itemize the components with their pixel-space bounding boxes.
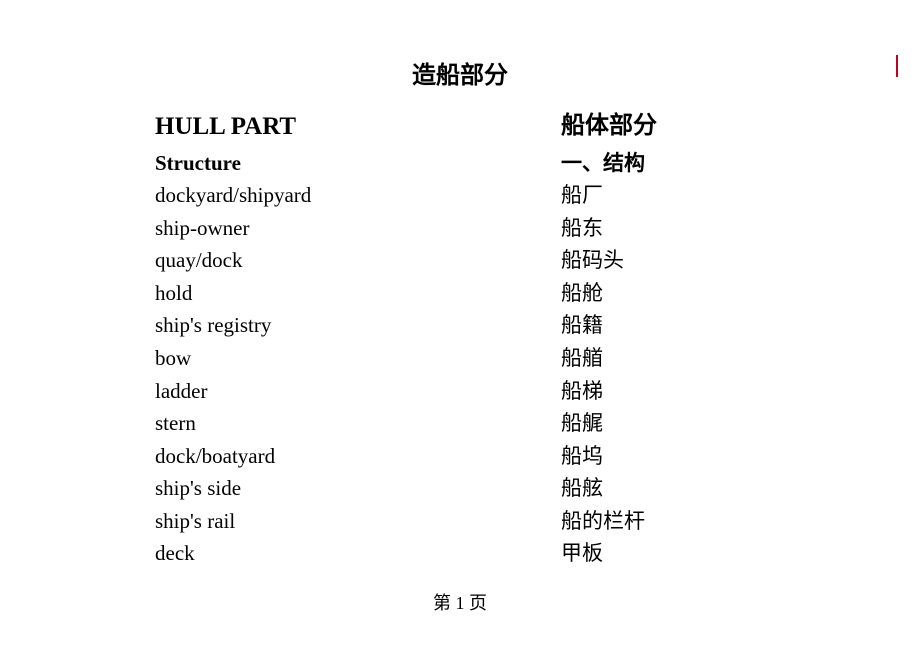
- page-title: 造船部分: [0, 55, 920, 90]
- term-en: hold: [155, 277, 561, 310]
- term-en: quay/dock: [155, 244, 561, 277]
- section-subheading-zh: 一、结构: [561, 147, 645, 180]
- term-row: dock/boatyard 船坞: [155, 440, 920, 473]
- term-zh: 船艏: [561, 342, 603, 375]
- term-zh: 船梯: [561, 375, 603, 408]
- term-en: stern: [155, 407, 561, 440]
- document-page: 造船部分 HULL PART 船体部分 Structure 一、结构 docky…: [0, 0, 920, 653]
- term-en: dockyard/shipyard: [155, 179, 561, 212]
- term-zh: 船的栏杆: [561, 505, 645, 538]
- section-heading-en: HULL PART: [155, 108, 561, 147]
- page-footer: 第 1 页: [0, 589, 920, 615]
- term-en: ladder: [155, 375, 561, 408]
- term-en: bow: [155, 342, 561, 375]
- term-en: ship-owner: [155, 212, 561, 245]
- term-row: ship's rail 船的栏杆: [155, 505, 920, 538]
- term-zh: 船舷: [561, 472, 603, 505]
- term-zh: 船艉: [561, 407, 603, 440]
- term-en: ship's rail: [155, 505, 561, 538]
- term-zh: 船厂: [561, 179, 603, 212]
- term-zh: 船籍: [561, 309, 603, 342]
- term-row: ship-owner 船东: [155, 212, 920, 245]
- content-area: HULL PART 船体部分 Structure 一、结构 dockyard/s…: [0, 108, 920, 570]
- section-subheading-en: Structure: [155, 147, 561, 180]
- term-row: ship's registry 船籍: [155, 309, 920, 342]
- section-heading-zh: 船体部分: [561, 108, 657, 147]
- term-row: ladder 船梯: [155, 375, 920, 408]
- term-row: hold 船舱: [155, 277, 920, 310]
- term-row: bow 船艏: [155, 342, 920, 375]
- term-zh: 甲板: [561, 537, 603, 570]
- term-row: quay/dock 船码头: [155, 244, 920, 277]
- term-zh: 船码头: [561, 244, 624, 277]
- section-subheading-row: Structure 一、结构: [155, 147, 920, 180]
- term-zh: 船东: [561, 212, 603, 245]
- term-row: deck 甲板: [155, 537, 920, 570]
- term-row: ship's side 船舷: [155, 472, 920, 505]
- term-zh: 船坞: [561, 440, 603, 473]
- right-margin-mark: [896, 55, 898, 77]
- section-heading-row: HULL PART 船体部分: [155, 108, 920, 147]
- term-en: ship's registry: [155, 309, 561, 342]
- term-zh: 船舱: [561, 277, 603, 310]
- term-en: ship's side: [155, 472, 561, 505]
- term-row: dockyard/shipyard 船厂: [155, 179, 920, 212]
- term-row: stern 船艉: [155, 407, 920, 440]
- term-en: deck: [155, 537, 561, 570]
- term-en: dock/boatyard: [155, 440, 561, 473]
